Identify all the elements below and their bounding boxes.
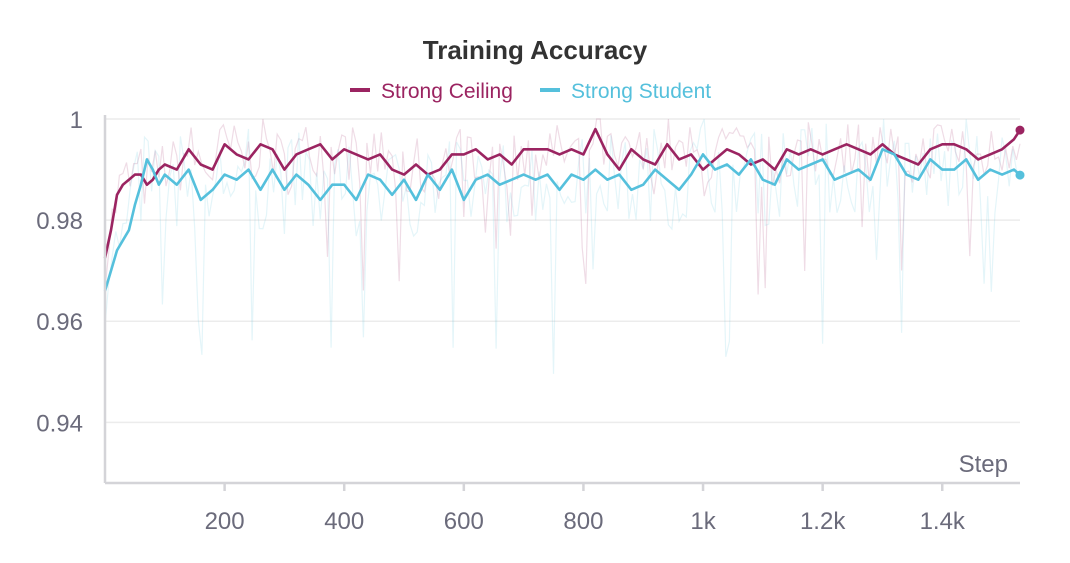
series-line-0 (103, 127, 1022, 259)
legend-label-1: Strong Student (571, 80, 711, 103)
x-tick-label-6: 1.4k (920, 508, 966, 535)
x-tick-label-5: 1.2k (800, 508, 846, 535)
series-lines (103, 125, 1025, 292)
series-line-1 (103, 148, 1021, 292)
y-tick-label-1: 0.98 (36, 208, 83, 235)
x-tick-label-1: 400 (324, 508, 364, 535)
x-tick-label-4: 1k (690, 508, 716, 535)
x-tick-label-2: 600 (444, 508, 484, 535)
legend-label-0: Strong Ceiling (381, 80, 513, 103)
x-axis-label: Step (959, 451, 1008, 478)
series-end-point-1 (1015, 170, 1025, 180)
grid-lines (105, 118, 1020, 424)
legend: Strong Ceiling Strong Student (350, 80, 711, 103)
axes (103, 115, 1020, 485)
tick-labels: 200 400 600 800 1k 1.2k 1.4k 1 0.98 0.96 0.94 (36, 107, 966, 535)
x-tick-label-0: 200 (205, 508, 245, 535)
chart-title: Training Accuracy (423, 35, 648, 65)
raw-band-1 (104, 118, 1021, 374)
y-tick-label-3: 0.94 (36, 410, 83, 437)
y-tick-label-2: 0.96 (36, 309, 83, 336)
x-tick-label-3: 800 (563, 508, 603, 535)
y-tick-label-0: 1 (70, 107, 83, 134)
series-end-point-0 (1015, 125, 1025, 135)
